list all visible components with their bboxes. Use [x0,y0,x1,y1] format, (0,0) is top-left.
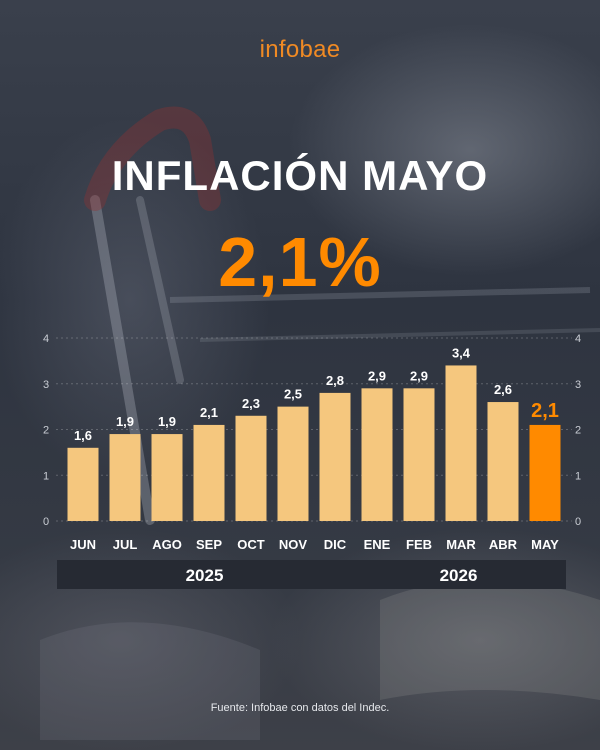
bar-value-label: 2,5 [284,387,302,402]
y-tick-label-right: 1 [575,470,581,482]
x-tick-label: FEB [406,537,432,552]
year-label: 2025 [186,566,224,585]
y-tick-label-right: 2 [575,425,581,437]
bar-value-label: 2,1 [531,400,559,422]
y-tick-label-left: 4 [43,333,49,345]
bar [277,406,309,521]
bar [193,424,225,521]
bar-value-label: 1,9 [158,414,176,429]
bar-value-label: 2,6 [494,382,512,397]
bar-value-label: 2,8 [326,373,344,388]
x-tick-label: MAR [446,537,476,552]
bar [235,415,267,521]
year-label: 2026 [440,566,478,585]
x-tick-label: SEP [196,537,222,552]
bar-value-label: 2,9 [410,368,428,383]
y-tick-label-left: 1 [43,470,49,482]
brand-logo: infobae [259,36,341,63]
x-tick-label: NOV [279,537,308,552]
bar [445,365,477,521]
bar-value-label: 3,4 [452,345,471,360]
page-title: INFLACIÓN MAYO [111,152,489,199]
year-band [57,560,352,589]
bar-value-label: 1,6 [74,428,92,443]
bar-value-label: 2,1 [200,405,218,420]
x-tick-label: OCT [237,537,265,552]
x-tick-label: MAY [531,537,559,552]
x-tick-label: ENE [364,537,391,552]
bar [319,392,351,521]
bar [151,434,183,521]
y-tick-label-right: 3 [575,379,581,391]
y-tick-label-left: 3 [43,379,49,391]
y-tick-label-right: 0 [575,516,581,528]
y-tick-label-right: 4 [575,333,581,345]
headline-value: 2,1% [218,223,382,301]
y-tick-label-left: 2 [43,425,49,437]
bar [529,424,561,521]
x-tick-label: ABR [489,537,518,552]
bar [403,388,435,521]
bar [487,402,519,521]
source-note: Fuente: Infobae con datos del Indec. [210,702,390,714]
bar-value-label: 2,3 [242,396,260,411]
bar-value-label: 1,9 [116,414,134,429]
x-tick-label: DIC [324,537,347,552]
bar-value-label: 2,9 [368,368,386,383]
y-tick-label-left: 0 [43,516,49,528]
x-tick-label: AGO [152,537,182,552]
year-band [351,560,566,589]
bar [361,388,393,521]
bar [109,434,141,521]
x-tick-label: JUN [70,537,96,552]
x-tick-label: JUL [113,537,138,552]
bar [67,447,99,521]
